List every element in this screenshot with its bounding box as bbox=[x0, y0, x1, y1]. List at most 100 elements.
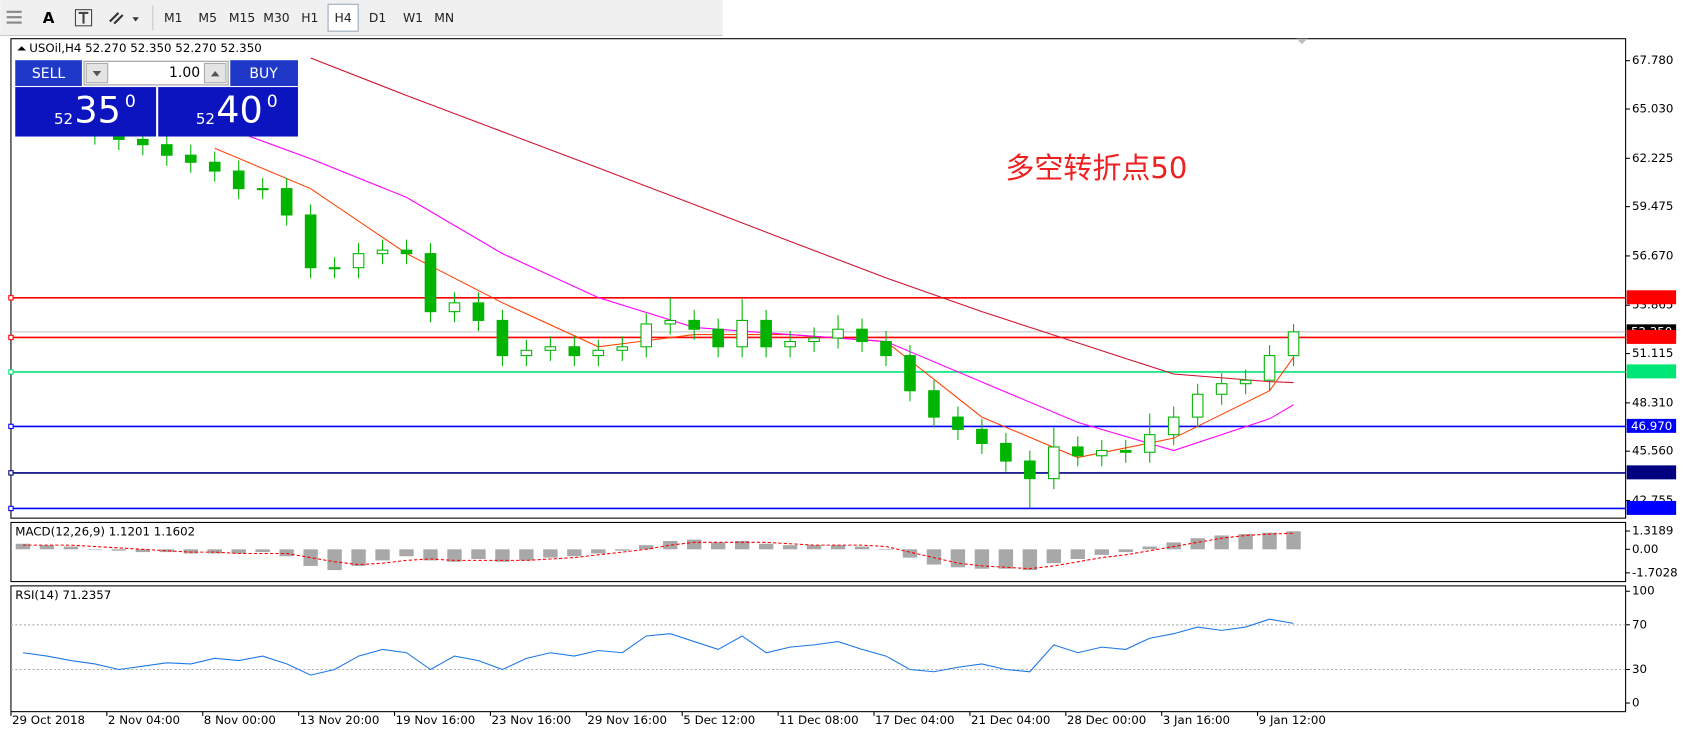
candle-body bbox=[280, 188, 293, 216]
macd-bar bbox=[375, 549, 390, 561]
candle-body bbox=[1024, 460, 1036, 480]
active-timeframe bbox=[327, 3, 359, 32]
level-marker bbox=[8, 369, 14, 375]
sell-price-sup: 0 bbox=[125, 92, 136, 112]
candle-body bbox=[472, 302, 485, 321]
macd-bar bbox=[782, 545, 798, 550]
timeframe-button[interactable]: H1 bbox=[301, 11, 318, 25]
candle-body bbox=[880, 340, 892, 357]
timeframe-button[interactable]: M15 bbox=[229, 11, 255, 25]
candle-body bbox=[1143, 434, 1156, 453]
sell-price-box[interactable] bbox=[15, 87, 157, 137]
macd-bar bbox=[1190, 538, 1205, 550]
candle-body bbox=[208, 161, 221, 172]
macd-bar bbox=[1238, 534, 1253, 550]
y-tick-label: 48.310 bbox=[1632, 395, 1673, 409]
grip-icon[interactable] bbox=[6, 10, 22, 24]
macd-bar bbox=[998, 549, 1014, 569]
x-tick-label: 5 Dec 12:00 bbox=[683, 713, 755, 727]
y-tick-label: 59.475 bbox=[1632, 199, 1673, 213]
macd-panel bbox=[10, 521, 1627, 583]
macd-bar bbox=[1142, 546, 1157, 550]
arrow-up bbox=[210, 70, 220, 77]
buy-price-box[interactable] bbox=[158, 87, 298, 137]
candle-body bbox=[496, 319, 509, 357]
text-tool[interactable]: A bbox=[43, 9, 55, 27]
sell-label[interactable]: SELL bbox=[32, 66, 65, 82]
macd-bar bbox=[351, 549, 366, 566]
timeframe-button[interactable]: D1 bbox=[369, 11, 386, 25]
candle-body bbox=[424, 253, 437, 313]
objects-tool[interactable] bbox=[109, 12, 139, 25]
macd-bar bbox=[399, 549, 414, 557]
candle-body bbox=[400, 249, 413, 255]
y-tick-label: 0.00 bbox=[1632, 542, 1658, 556]
timeframe-button[interactable]: MN bbox=[434, 11, 454, 25]
macd-bar bbox=[519, 549, 534, 561]
candle-body bbox=[1287, 331, 1300, 357]
macd-bar bbox=[1046, 549, 1062, 564]
candle-body bbox=[1048, 446, 1060, 480]
candle-body bbox=[688, 319, 701, 330]
candle-body bbox=[976, 428, 988, 444]
macd-bar bbox=[1166, 542, 1181, 550]
macd-bar bbox=[830, 545, 846, 550]
candle-body bbox=[184, 154, 197, 163]
macd-bar bbox=[471, 549, 486, 560]
x-tick-label: 8 Nov 00:00 bbox=[204, 713, 276, 727]
macd-bar bbox=[159, 549, 174, 553]
y-tick-label: 0 bbox=[1632, 696, 1640, 710]
x-tick-label: 28 Dec 00:00 bbox=[1067, 713, 1146, 727]
level-marker bbox=[8, 470, 14, 476]
candle-body bbox=[448, 302, 461, 313]
sell-button[interactable] bbox=[15, 60, 82, 86]
x-tick-label: 19 Nov 16:00 bbox=[396, 713, 476, 727]
shift-marker bbox=[1296, 38, 1308, 45]
timeframe-button[interactable]: M1 bbox=[164, 11, 183, 25]
candle-body bbox=[616, 346, 629, 351]
x-tick-label: 23 Nov 16:00 bbox=[492, 713, 572, 727]
candle-body bbox=[640, 323, 653, 348]
candle-body bbox=[952, 416, 964, 430]
candle-body bbox=[736, 319, 748, 348]
candle-body bbox=[808, 337, 820, 343]
candle-body bbox=[160, 144, 173, 156]
level-label: 46.970 bbox=[1631, 419, 1672, 433]
candle-body bbox=[136, 138, 149, 146]
level-label-box bbox=[1626, 329, 1677, 344]
timeframe-button[interactable]: H4 bbox=[335, 11, 352, 25]
candle-body bbox=[1191, 393, 1204, 418]
macd-bar bbox=[974, 549, 990, 569]
y-tick-label: 56.670 bbox=[1632, 248, 1673, 262]
macd-bar bbox=[207, 549, 222, 554]
candle-body bbox=[1215, 383, 1228, 395]
label-tool[interactable] bbox=[74, 9, 93, 27]
y-tick-label: 51.115 bbox=[1632, 346, 1673, 360]
lot-value[interactable]: 1.00 bbox=[169, 65, 200, 81]
candle-body bbox=[1000, 442, 1012, 462]
macd-bar bbox=[806, 545, 822, 550]
candle-body bbox=[304, 214, 317, 269]
timeframe-button[interactable]: M5 bbox=[198, 11, 217, 25]
lot-input[interactable] bbox=[83, 60, 229, 86]
timeframe-button[interactable]: W1 bbox=[403, 11, 423, 25]
macd-bar bbox=[1070, 549, 1085, 560]
x-tick-label: 13 Nov 20:00 bbox=[300, 713, 380, 727]
buy-price-small: 52 bbox=[196, 110, 215, 128]
macd-bar bbox=[183, 549, 198, 554]
timeframe-button[interactable]: M30 bbox=[263, 11, 290, 25]
candle-body bbox=[904, 355, 916, 392]
level-marker bbox=[8, 505, 14, 512]
candle-body bbox=[928, 390, 940, 418]
x-tick-label: 21 Dec 04:00 bbox=[971, 713, 1050, 727]
y-tick-label: 62.225 bbox=[1632, 151, 1673, 165]
candle-body bbox=[256, 188, 269, 191]
buy-button[interactable] bbox=[230, 60, 298, 86]
macd-bar bbox=[1118, 549, 1133, 553]
toolbar bbox=[0, 0, 723, 36]
candle-body bbox=[544, 346, 557, 351]
y-tick-label: 67.780 bbox=[1632, 53, 1673, 67]
buy-label[interactable]: BUY bbox=[249, 66, 278, 82]
sell-price-big: 35 bbox=[74, 88, 121, 131]
